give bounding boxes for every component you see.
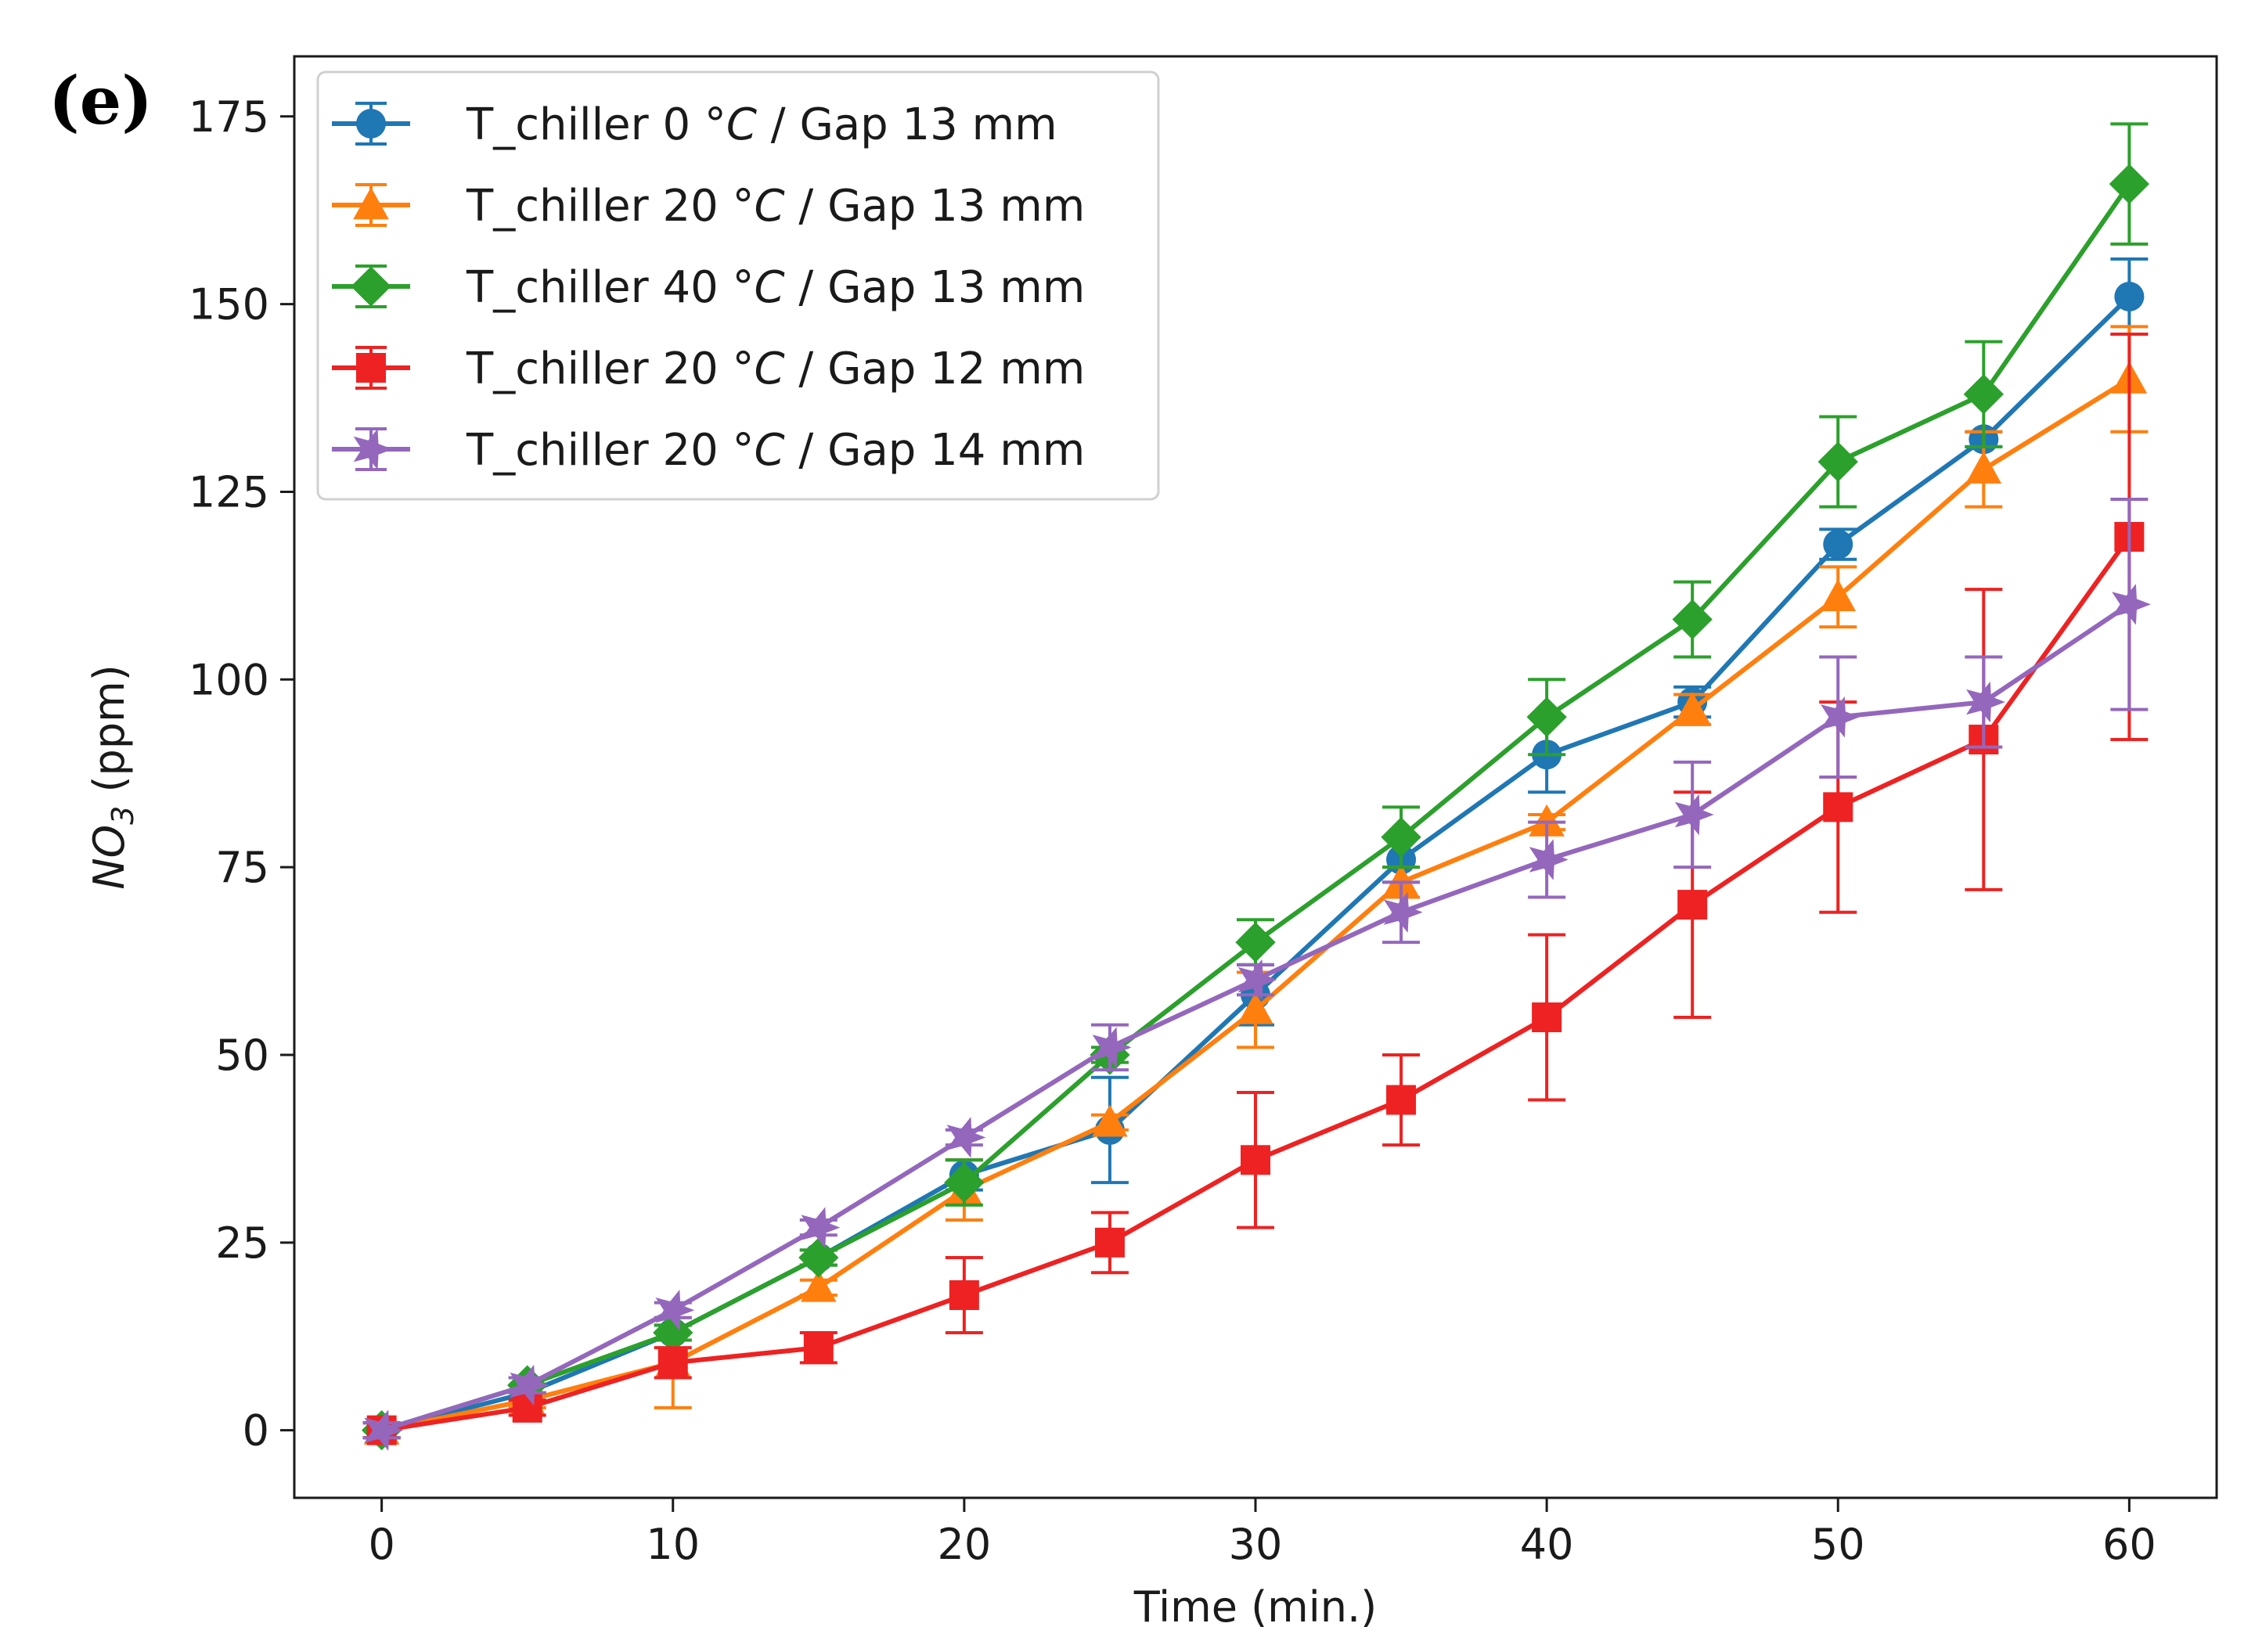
data-point [1529, 839, 1569, 880]
y-axis-title-unit: (ppm) [85, 664, 134, 805]
legend-entry-3: T_chiller 40 °C / Gap 13 mm [332, 262, 1085, 313]
x-tick-label: 30 [1229, 1520, 1283, 1569]
legend-marker [351, 266, 391, 307]
data-point [1966, 681, 2005, 723]
x-tick-label: 20 [938, 1520, 992, 1569]
data-point [2112, 584, 2151, 625]
data-point [798, 1237, 839, 1278]
data-point [1383, 891, 1423, 933]
legend-entry-1: T_chiller 0 °C / Gap 13 mm [332, 99, 1057, 150]
x-tick-label: 40 [1520, 1520, 1574, 1569]
legend-box [316, 70, 1160, 501]
data-point [946, 1117, 986, 1158]
y-tick-label: 100 [189, 655, 269, 704]
series-4 [362, 332, 2149, 1445]
data-point [801, 1269, 837, 1302]
y-axis-title: NO3 (ppm) [85, 664, 140, 890]
x-tick-label: 60 [2102, 1520, 2156, 1569]
data-point [653, 1312, 693, 1353]
legend: T_chiller 0 °C / Gap 13 mm T_chiller 20 °… [316, 70, 1160, 501]
data-point [2109, 164, 2150, 204]
legend-entry-4: T_chiller 20 °C / Gap 12 mm [332, 344, 1085, 394]
y-axis-title-subscript: 3 [106, 806, 140, 825]
legend-marker [353, 428, 393, 470]
data-point [1526, 696, 1567, 737]
legend-label: T_chiller 40 °C / Gap 13 mm [466, 262, 1085, 313]
legend-label: T_chiller 0 °C / Gap 13 mm [466, 99, 1057, 150]
data-point [1674, 794, 1714, 836]
series-5 [362, 498, 2151, 1451]
y-tick-label: 150 [189, 280, 269, 329]
data-point [657, 1348, 688, 1378]
data-point [655, 1290, 695, 1331]
legend-marker [356, 353, 386, 383]
legend-label: T_chiller 20 °C / Gap 13 mm [466, 181, 1085, 232]
data-point [1235, 922, 1276, 963]
data-point [1674, 691, 1710, 724]
data-point [1823, 792, 1853, 822]
x-tick-label: 50 [1811, 1520, 1865, 1569]
x-axis-title: Time (min.) [1133, 1582, 1377, 1632]
x-tick-label: 10 [646, 1520, 700, 1569]
data-point [1094, 1227, 1125, 1258]
plot-frame [293, 55, 2218, 1499]
data-point [1381, 817, 1421, 858]
data-point [1386, 1085, 1417, 1115]
data-point [1092, 1104, 1128, 1137]
y-tick-label: 75 [215, 843, 269, 892]
legend-label: T_chiller 20 °C / Gap 12 mm [466, 344, 1085, 394]
data-point [1383, 864, 1419, 897]
legend-marker [356, 109, 386, 139]
x-tick-label: 0 [368, 1520, 394, 1569]
data-point [944, 1162, 985, 1203]
data-point [364, 1409, 404, 1451]
y-axis-title-main: NO [85, 825, 134, 890]
series-line [380, 376, 2131, 1433]
data-point [2114, 282, 2145, 311]
data-point [1963, 374, 2004, 415]
data-point [801, 1207, 841, 1248]
data-point [1237, 992, 1273, 1024]
y-tick-label: 175 [189, 92, 269, 142]
data-point [1821, 696, 1860, 738]
axis-ticks: 0 10 20 30 40 50 60 0 25 50 75 100 125 150 175 [189, 92, 2156, 1569]
legend-label: T_chiller 20 °C / Gap 14 mm [466, 425, 1085, 476]
data-point [510, 1364, 549, 1406]
data-point [1241, 1145, 1270, 1175]
y-tick-label: 25 [215, 1218, 269, 1268]
data-point [1532, 1002, 1562, 1032]
data-point [1672, 599, 1713, 640]
data-point [1677, 890, 1708, 920]
y-tick-label: 50 [215, 1031, 269, 1080]
data-point [1817, 441, 1858, 482]
series-layer [361, 122, 2151, 1451]
data-point [1529, 804, 1565, 837]
data-point [803, 1333, 834, 1363]
panel-label: (e) [49, 62, 153, 139]
y-tick-label: 0 [243, 1406, 269, 1456]
legend-marker [353, 187, 389, 220]
data-point [1092, 1027, 1132, 1068]
data-point [1823, 529, 1853, 560]
data-point [949, 1279, 979, 1310]
y-tick-label: 125 [189, 467, 269, 516]
legend-entry-2: T_chiller 20 °C / Gap 13 mm [332, 181, 1085, 232]
data-point [1820, 578, 1857, 611]
data-point [1965, 451, 2002, 484]
data-point [1237, 959, 1277, 1001]
legend-entry-5: T_chiller 20 °C / Gap 14 mm [332, 425, 1085, 476]
data-point [512, 1392, 542, 1423]
